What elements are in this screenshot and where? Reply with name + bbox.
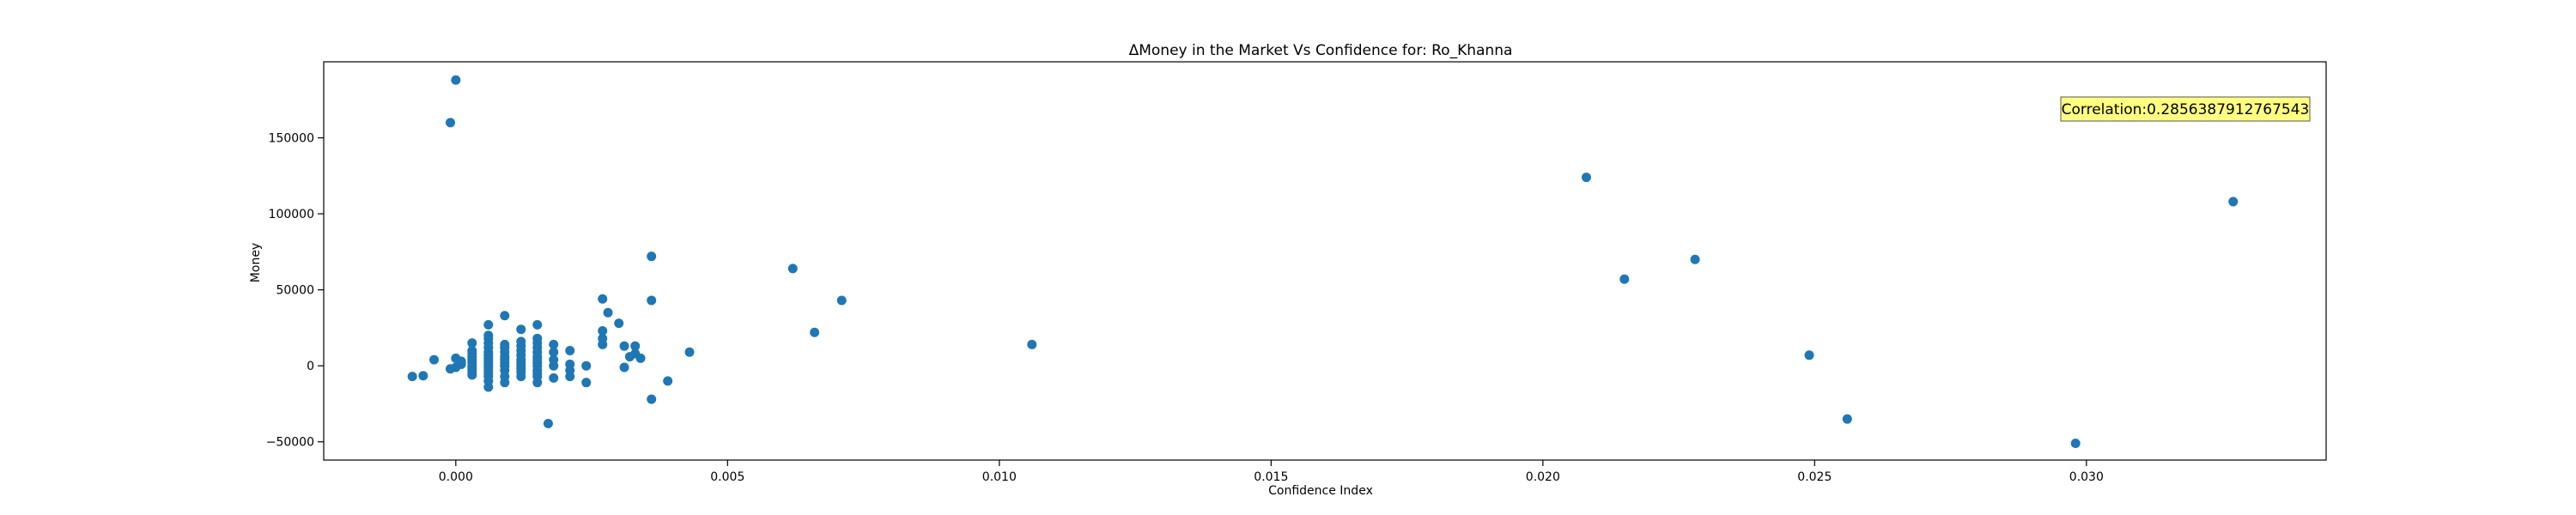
- data-point: [635, 353, 646, 363]
- y-tick-label: 150000: [269, 132, 314, 146]
- data-point: [810, 327, 820, 337]
- data-point: [565, 359, 575, 369]
- data-point: [418, 371, 428, 381]
- data-point: [565, 345, 575, 355]
- data-point: [500, 311, 510, 321]
- data-point: [663, 376, 673, 386]
- data-point: [2228, 197, 2239, 207]
- data-point: [1619, 274, 1630, 284]
- data-point: [467, 338, 477, 348]
- data-point: [2070, 439, 2081, 449]
- data-point: [451, 353, 461, 363]
- data-point: [467, 345, 477, 355]
- data-point: [836, 295, 847, 306]
- plot-frame: [323, 61, 2327, 461]
- x-tick-label: 0.005: [710, 470, 744, 484]
- data-point: [516, 336, 526, 347]
- data-point: [684, 347, 695, 357]
- data-point: [630, 341, 641, 351]
- x-axis-title: Confidence Index: [1268, 484, 1373, 498]
- chart-title: ΔMoney in the Market Vs Confidence for: …: [1129, 42, 1513, 59]
- data-point: [619, 341, 629, 351]
- correlation-annotation-box: [2060, 96, 2311, 122]
- data-point: [429, 354, 440, 365]
- data-point: [647, 394, 657, 404]
- x-tick-label: 0.010: [982, 470, 1017, 484]
- data-point: [549, 373, 559, 383]
- data-point: [647, 251, 657, 262]
- data-point: [1027, 339, 1037, 349]
- data-point: [598, 333, 608, 343]
- data-point: [451, 75, 461, 85]
- data-point: [581, 378, 592, 388]
- x-tick-label: 0.000: [439, 470, 473, 484]
- data-points: [407, 75, 2239, 449]
- data-point: [581, 360, 592, 371]
- data-point: [1690, 254, 1700, 264]
- data-point: [1804, 350, 1814, 360]
- data-point: [516, 324, 526, 335]
- data-point: [598, 325, 608, 336]
- x-tick-label: 0.030: [2069, 470, 2104, 484]
- data-point: [483, 330, 494, 341]
- x-axis: 0.000 0.005 0.010 0.015 0.020 0.025 0.030: [439, 460, 2104, 484]
- y-axis: −50000 0 50000 100000 150000: [266, 132, 324, 450]
- x-tick-label: 0.020: [1526, 470, 1560, 484]
- data-point: [543, 418, 553, 428]
- data-point: [603, 307, 613, 318]
- x-tick-label: 0.025: [1797, 470, 1832, 484]
- data-point: [787, 264, 798, 274]
- x-tick-label: 0.015: [1254, 470, 1288, 484]
- y-tick-label: 0: [307, 360, 314, 373]
- y-tick-label: 100000: [269, 208, 314, 221]
- data-point: [1842, 414, 1852, 424]
- data-point: [549, 347, 559, 357]
- data-point: [532, 333, 543, 343]
- data-point: [500, 339, 510, 349]
- correlation-annotation-text: Correlation:0.2856387912767543: [2062, 101, 2310, 118]
- data-point: [532, 319, 543, 330]
- data-point: [619, 362, 629, 373]
- y-axis-title: Money: [249, 243, 263, 282]
- data-point: [549, 354, 559, 365]
- y-tick-label: −50000: [266, 436, 314, 450]
- data-point: [598, 294, 608, 304]
- data-point: [407, 372, 417, 382]
- data-point: [647, 295, 657, 306]
- data-point: [445, 118, 455, 128]
- data-point: [1581, 173, 1591, 183]
- correlation-annotation: Correlation:0.2856387912767543: [2060, 96, 2311, 122]
- data-point: [614, 318, 624, 329]
- data-point: [549, 339, 559, 349]
- data-point: [483, 319, 494, 330]
- y-tick-label: 50000: [276, 284, 314, 298]
